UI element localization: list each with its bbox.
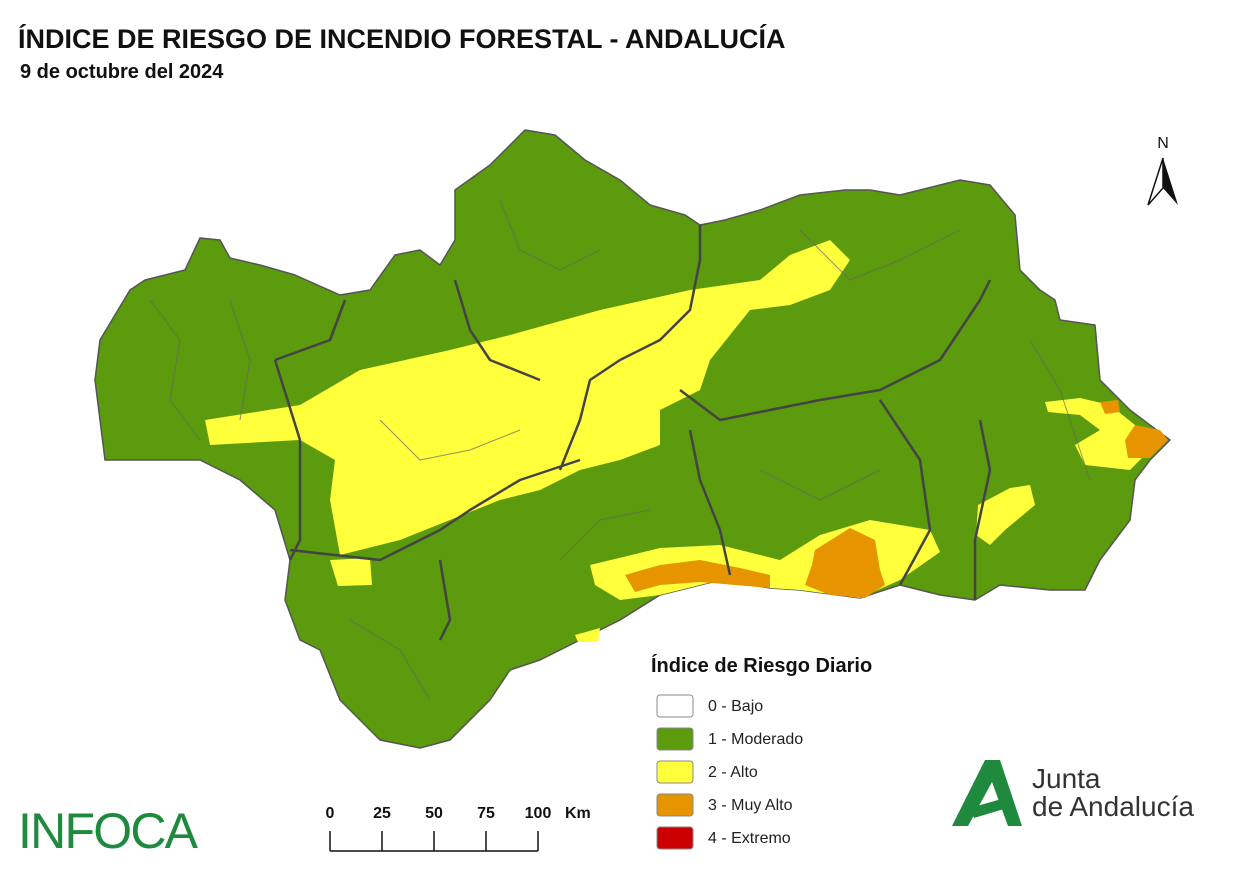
risk-very-high-area <box>805 528 885 598</box>
legend-label: 0 - Bajo <box>708 698 763 715</box>
risk-very-high-area <box>625 560 770 592</box>
junta-emblem-bar <box>970 796 1014 818</box>
legend-label: 3 - Muy Alto <box>708 797 793 814</box>
junta-logo: Junta de Andalucía <box>952 760 1194 826</box>
north-arrow: N <box>1147 135 1178 206</box>
risk-high-area <box>205 240 850 555</box>
legend-label: 4 - Extremo <box>708 830 791 847</box>
infoca-logo: INFOCA <box>18 803 199 859</box>
legend-swatch <box>656 793 694 817</box>
risk-high-area <box>1045 398 1150 470</box>
scale-unit: Km <box>565 805 591 822</box>
province-borders <box>273 225 992 641</box>
junta-text: de Andalucía <box>1032 791 1194 822</box>
legend-title: Índice de Riesgo Diario <box>651 654 872 677</box>
scale-bar: 0 25 50 75 100 Km <box>326 805 591 852</box>
legend-swatch <box>656 727 694 751</box>
risk-high-area <box>976 485 1035 545</box>
risk-high-area <box>330 558 372 586</box>
scale-tick-label: 75 <box>477 805 495 822</box>
scale-tick-label: 25 <box>373 805 391 822</box>
north-arrow-right <box>1163 158 1178 205</box>
north-label: N <box>1157 135 1169 152</box>
legend: Índice de Riesgo Diario 0 - Bajo 1 - Mode… <box>651 654 872 850</box>
title: ÍNDICE DE RIESGO DE INCENDIO FORESTAL - … <box>18 23 786 54</box>
junta-text: Junta <box>1032 763 1101 794</box>
risk-very-high-area <box>1100 400 1120 414</box>
region-map <box>94 129 1171 749</box>
risk-high-area <box>575 628 600 642</box>
scale-tick-label: 0 <box>326 805 335 822</box>
scale-tick-label: 100 <box>525 805 552 822</box>
scale-tick-label: 50 <box>425 805 443 822</box>
municipal-borders <box>149 199 1091 701</box>
legend-swatch <box>656 826 694 850</box>
subtitle: 9 de octubre del 2024 <box>20 61 224 83</box>
risk-very-high-area <box>1125 425 1168 458</box>
north-arrow-left <box>1147 157 1164 206</box>
legend-swatch <box>656 694 694 718</box>
legend-label: 2 - Alto <box>708 764 758 781</box>
legend-swatch <box>656 760 694 784</box>
junta-emblem <box>952 760 1022 826</box>
legend-label: 1 - Moderado <box>708 731 803 748</box>
